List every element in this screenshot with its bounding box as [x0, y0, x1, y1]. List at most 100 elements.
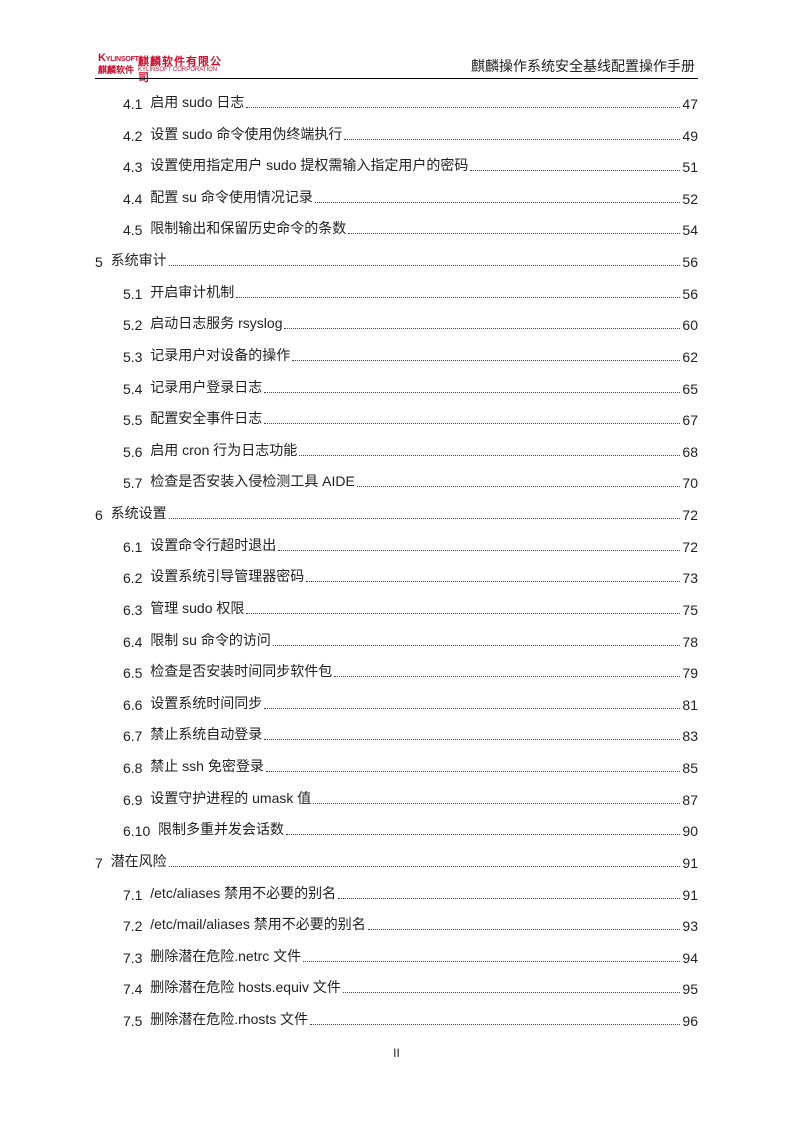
toc-entry[interactable]: 4.4 配置 su 命令使用情况记录 52	[123, 187, 698, 207]
toc-entry-title: 配置安全事件日志	[150, 410, 263, 427]
toc-entry[interactable]: 4.1 启用 sudo 日志 47	[123, 92, 698, 112]
toc-leader-dots	[338, 897, 680, 899]
toc-entry-page: 52	[682, 190, 698, 207]
toc-entry-page: 51	[682, 159, 698, 176]
toc-entry-number: 6.4	[123, 633, 151, 650]
toc-entry-page: 83	[682, 728, 698, 745]
toc-leader-dots	[310, 1023, 680, 1025]
toc-entry-title: /etc/aliases 禁用不必要的别名	[150, 884, 337, 901]
toc-entry-title: 删除潜在危险 hosts.equiv 文件	[150, 979, 341, 996]
toc-entry[interactable]: 6.6 设置系统时间同步 81	[123, 693, 698, 713]
toc-entry-title: 设置 sudo 命令使用伪终端执行	[150, 125, 343, 142]
toc-entry[interactable]: 7.1 /etc/aliases 禁用不必要的别名 91	[123, 883, 698, 903]
toc-entry-title: 管理 sudo 权限	[150, 599, 245, 616]
toc-entry[interactable]: 5.6 启用 cron 行为日志功能 68	[123, 440, 698, 460]
toc-leader-dots	[303, 960, 680, 962]
toc-entry-number: 4.3	[123, 159, 151, 176]
toc-entry[interactable]: 6 系统设置 72	[95, 503, 698, 523]
toc-entry[interactable]: 5.2 启动日志服务 rsyslog 60	[123, 313, 698, 333]
toc-entry[interactable]: 4.3 设置使用指定用户 sudo 提权需输入指定用户的密码 51	[123, 155, 698, 175]
toc-entry[interactable]: 5.4 记录用户登录日志 65	[123, 377, 698, 397]
toc-entry[interactable]: 6.10 限制多重并发会话数 90	[123, 819, 698, 839]
toc-leader-dots	[272, 644, 680, 646]
toc-leader-dots	[306, 581, 680, 583]
toc-entry-title: /etc/mail/aliases 禁用不必要的别名	[150, 916, 366, 933]
toc-entry-number: 4.4	[123, 190, 151, 207]
toc-entry[interactable]: 7.4 删除潜在危险 hosts.equiv 文件 95	[123, 977, 698, 997]
toc-entry-number: 7.4	[123, 981, 151, 998]
toc-entry[interactable]: 6.9 设置守护进程的 umask 值 87	[123, 788, 698, 808]
toc-entry[interactable]: 4.2 设置 sudo 命令使用伪终端执行 49	[123, 124, 698, 144]
toc-leader-dots	[299, 454, 680, 456]
toc-entry[interactable]: 6.5 检查是否安装时间同步软件包 79	[123, 661, 698, 681]
toc-entry-title: 检查是否安装入侵检测工具 AIDE	[150, 473, 355, 490]
toc-entry-number: 6.9	[123, 791, 151, 808]
toc-entry-title: 设置系统引导管理器密码	[150, 568, 305, 585]
toc-entry-title: 启用 sudo 日志	[150, 94, 245, 110]
toc-leader-dots	[264, 391, 680, 393]
toc-entry-page: 68	[682, 443, 698, 460]
toc-entry-page: 60	[682, 317, 698, 334]
toc-entry-title: 禁止 ssh 免密登录	[150, 758, 264, 775]
toc-entry-title: 系统审计	[110, 252, 167, 269]
toc-entry[interactable]: 6.1 设置命令行超时退出 72	[123, 535, 698, 555]
toc-entry-number: 4.2	[123, 127, 151, 144]
toc-leader-dots	[367, 929, 680, 931]
toc-entry-title: 启动日志服务 rsyslog	[150, 315, 283, 332]
toc-leader-dots	[168, 265, 680, 267]
toc-entry[interactable]: 7.3 删除潜在危险.netrc 文件 94	[123, 946, 698, 966]
toc-entry-number: 6.8	[123, 760, 151, 777]
toc-entry-title: 检查是否安装时间同步软件包	[150, 663, 333, 680]
toc-entry[interactable]: 6.8 禁止 ssh 免密登录 85	[123, 756, 698, 776]
toc-entry-title: 配置 su 命令使用情况记录	[150, 188, 313, 205]
toc-entry[interactable]: 5.5 配置安全事件日志 67	[123, 408, 698, 428]
toc-entry[interactable]: 4.5 限制输出和保留历史命令的条数 54	[123, 218, 698, 238]
toc-entry-number: 6.1	[123, 538, 151, 555]
toc-entry-page: 56	[682, 254, 698, 271]
toc-leader-dots	[278, 549, 680, 551]
toc-entry-number: 4.1	[123, 96, 151, 112]
toc-entry-number: 7.3	[123, 949, 151, 966]
logo-company-en: KYLINSOFT CORPORATION	[138, 67, 218, 73]
toc-entry-page: 94	[682, 949, 698, 966]
toc-leader-dots	[284, 328, 680, 330]
toc-entry[interactable]: 7.5 删除潜在危险.rhosts 文件 96	[123, 1009, 698, 1029]
toc-entry-number: 5.4	[123, 380, 151, 397]
toc-entry-page: 85	[682, 760, 698, 777]
toc-entry[interactable]: 5.3 记录用户对设备的操作 62	[123, 345, 698, 365]
toc-leader-dots	[264, 739, 680, 741]
toc-entry-page: 91	[682, 886, 698, 903]
toc-entry-number: 7.2	[123, 918, 151, 935]
toc-leader-dots	[265, 771, 680, 773]
toc-entry[interactable]: 6.2 设置系统引导管理器密码 73	[123, 566, 698, 586]
toc-entry-number: 7.5	[123, 1012, 151, 1029]
toc-entry-page: 56	[682, 285, 698, 302]
toc-entry[interactable]: 6.4 限制 su 命令的访问 78	[123, 630, 698, 650]
logo-brand-cn: 麒麟软件	[98, 65, 135, 75]
toc-entry[interactable]: 7 潜在风险 91	[95, 851, 698, 871]
toc-entry-page: 81	[682, 696, 698, 713]
toc-leader-dots	[348, 233, 680, 235]
toc-entry-number: 5.3	[123, 348, 151, 365]
toc-entry-page: 95	[682, 981, 698, 998]
toc-entry[interactable]: 7.2 /etc/mail/aliases 禁用不必要的别名 93	[123, 914, 698, 934]
toc-leader-dots	[470, 170, 680, 172]
toc-entry[interactable]: 5.7 检查是否安装入侵检测工具 AIDE 70	[123, 471, 698, 491]
toc-entry-number: 5.7	[123, 475, 151, 492]
toc-entry-number: 6.7	[123, 728, 151, 745]
toc-entry[interactable]: 5.1 开启审计机制 56	[123, 282, 698, 302]
toc-entry-title: 限制输出和保留历史命令的条数	[150, 220, 347, 237]
toc-entry[interactable]: 6.7 禁止系统自动登录 83	[123, 724, 698, 744]
toc-entry-number: 5.5	[123, 412, 151, 429]
toc-entry-page: 54	[682, 222, 698, 239]
toc-entry-number: 6.6	[123, 696, 151, 713]
toc-entry-title: 删除潜在危险.netrc 文件	[150, 947, 302, 964]
toc-entry[interactable]: 5 系统审计 56	[95, 250, 698, 270]
toc-entry-title: 限制 su 命令的访问	[150, 631, 271, 648]
toc-entry-number: 6.10	[123, 823, 159, 840]
toc-entry-page: 49	[682, 127, 698, 144]
toc-entry[interactable]: 6.3 管理 sudo 权限 75	[123, 598, 698, 618]
toc-entry-title: 记录用户对设备的操作	[150, 346, 291, 363]
toc-leader-dots	[334, 676, 680, 678]
